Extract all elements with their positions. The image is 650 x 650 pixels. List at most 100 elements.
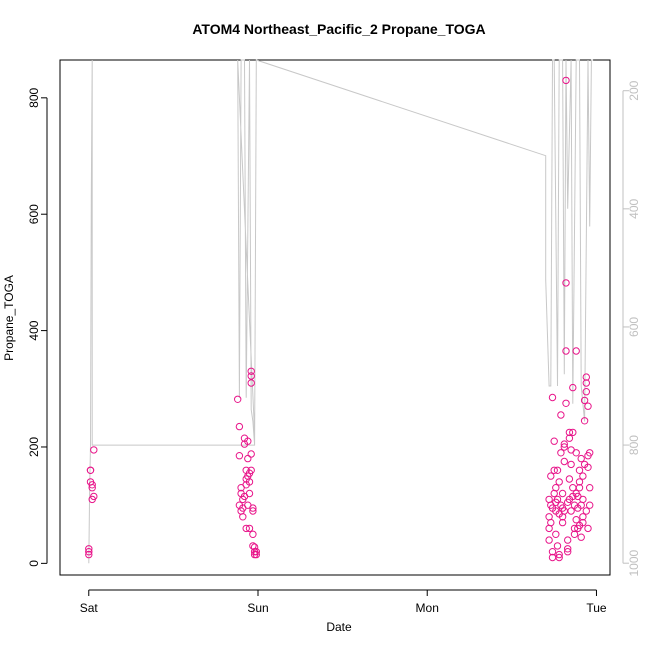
data-point: [242, 524, 250, 533]
data-point: [577, 454, 585, 463]
data-point: [565, 434, 574, 442]
data-point: [565, 428, 574, 437]
data-point: [250, 543, 259, 551]
data-point: [575, 521, 584, 530]
data-point: [245, 478, 254, 486]
data-point: [560, 440, 568, 448]
data-point: [586, 449, 594, 457]
data-point: [247, 372, 255, 380]
data-point: [558, 518, 567, 527]
data-point: [234, 395, 242, 403]
data-point: [548, 393, 557, 402]
y-tick-label: 200: [27, 437, 41, 457]
x-axis-label: Date: [326, 620, 352, 634]
data-point: [245, 489, 254, 498]
data-point: [235, 422, 244, 431]
data-point: [552, 484, 560, 492]
right-y-tick-label: 600: [627, 317, 641, 337]
data-point: [586, 501, 594, 509]
data-point: [567, 507, 575, 515]
data-point: [570, 530, 579, 538]
right-y-tick-label: 1000: [627, 550, 641, 577]
data-point: [553, 542, 562, 550]
data-point: [90, 446, 98, 454]
data-point: [584, 402, 592, 410]
data-point: [562, 347, 570, 355]
y-axis: 0 200 400 600 800: [27, 87, 48, 567]
data-point: [555, 550, 563, 559]
data-point: [579, 495, 587, 504]
chart-title: ATOM4 Northeast_Pacific_2 Propane_TOGA: [192, 21, 485, 37]
data-point: [547, 472, 555, 480]
y-tick-label: 0: [27, 560, 41, 567]
data-point: [545, 495, 553, 504]
data-point: [555, 553, 563, 562]
data-point: [582, 379, 590, 387]
data-point: [577, 533, 585, 541]
data-point: [582, 507, 590, 515]
data-point: [553, 466, 562, 474]
y-tick-label: 400: [27, 320, 41, 340]
data-point: [572, 449, 580, 457]
data-point: [252, 548, 260, 556]
data-point: [555, 478, 563, 486]
right-y-tick-label: 400: [627, 198, 641, 218]
data-point: [244, 437, 252, 445]
data-points-layer: [85, 76, 594, 562]
data-point: [562, 76, 570, 85]
altitude-line-layer: [88, 59, 594, 564]
y-tick-label: 800: [27, 87, 41, 107]
data-point: [85, 550, 93, 559]
data-point: [245, 524, 254, 533]
right-y-axis: 200 400 600 800 1000: [622, 80, 641, 577]
data-point: [247, 367, 255, 375]
data-point: [580, 417, 589, 425]
data-point: [564, 545, 572, 553]
data-point: [88, 484, 96, 492]
right-y-tick-label: 200: [627, 80, 641, 100]
data-point: [85, 545, 93, 553]
data-point: [247, 450, 255, 458]
data-point: [558, 489, 567, 498]
data-point: [547, 518, 555, 527]
x-tick-label: Mon: [416, 601, 439, 615]
data-point: [572, 347, 580, 355]
data-point: [569, 484, 577, 492]
data-point: [90, 492, 98, 501]
data-point: [567, 460, 575, 469]
data-point: [555, 510, 563, 518]
data-point: [569, 428, 577, 437]
data-point: [560, 457, 568, 466]
data-point: [572, 489, 580, 498]
altitude-line: [88, 59, 594, 564]
data-point: [558, 504, 567, 512]
data-point: [88, 481, 96, 489]
data-point: [569, 383, 577, 392]
data-point: [85, 548, 93, 556]
data-point: [584, 524, 592, 533]
data-point: [564, 548, 572, 556]
data-point: [550, 466, 558, 474]
data-point: [550, 437, 558, 445]
data-point: [584, 463, 592, 471]
data-point: [562, 399, 570, 407]
data-point: [252, 550, 260, 559]
x-tick-label: Tue: [586, 601, 607, 615]
data-point: [235, 452, 244, 460]
data-point: [557, 449, 565, 457]
data-point: [565, 475, 574, 483]
data-point: [575, 478, 584, 486]
data-point: [582, 388, 590, 396]
data-point: [586, 484, 594, 492]
data-point: [572, 516, 580, 524]
y-tick-label: 600: [27, 204, 41, 224]
data-point: [564, 536, 572, 544]
data-point: [548, 548, 557, 556]
data-point: [249, 504, 257, 512]
x-tick-label: Sat: [80, 601, 99, 615]
data-point: [247, 379, 255, 387]
data-point: [548, 504, 557, 512]
data-point: [579, 472, 587, 480]
data-point: [244, 454, 252, 463]
